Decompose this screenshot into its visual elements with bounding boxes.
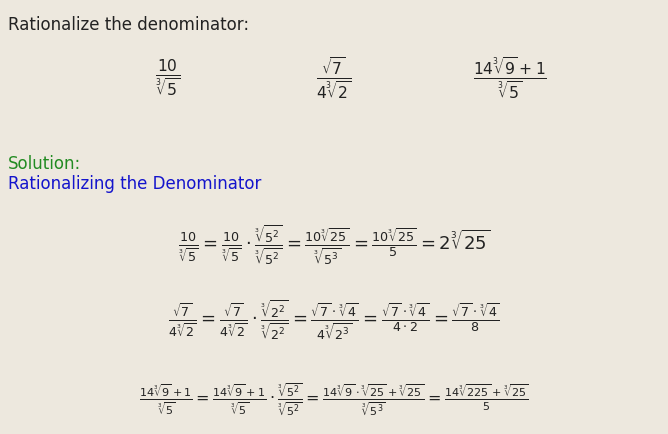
Text: $\frac{\sqrt{7}}{4\sqrt[3]{2}} = \frac{\sqrt{7}}{4\sqrt[3]{2}} \cdot \frac{\sqrt: $\frac{\sqrt{7}}{4\sqrt[3]{2}} = \frac{\…: [168, 297, 500, 341]
Text: $\frac{14\sqrt[3]{9}+1}{\sqrt[3]{5}}$: $\frac{14\sqrt[3]{9}+1}{\sqrt[3]{5}}$: [473, 55, 547, 100]
Text: $\frac{14\sqrt[3]{9}+1}{\sqrt[3]{5}} = \frac{14\sqrt[3]{9}+1}{\sqrt[3]{5}} \cdot: $\frac{14\sqrt[3]{9}+1}{\sqrt[3]{5}} = \…: [139, 381, 529, 418]
Text: $\frac{\sqrt{7}}{4\sqrt[3]{2}}$: $\frac{\sqrt{7}}{4\sqrt[3]{2}}$: [317, 55, 351, 100]
Text: $\frac{10}{\sqrt[3]{5}} = \frac{10}{\sqrt[3]{5}} \cdot \frac{\sqrt[3]{5^2}}{\sqr: $\frac{10}{\sqrt[3]{5}} = \frac{10}{\sqr…: [178, 223, 490, 266]
Text: Solution:: Solution:: [8, 155, 81, 173]
Text: $\frac{10}{\sqrt[3]{5}}$: $\frac{10}{\sqrt[3]{5}}$: [156, 57, 180, 99]
Text: Rationalize the denominator:: Rationalize the denominator:: [8, 16, 249, 34]
Text: Rationalizing the Denominator: Rationalizing the Denominator: [8, 174, 261, 193]
